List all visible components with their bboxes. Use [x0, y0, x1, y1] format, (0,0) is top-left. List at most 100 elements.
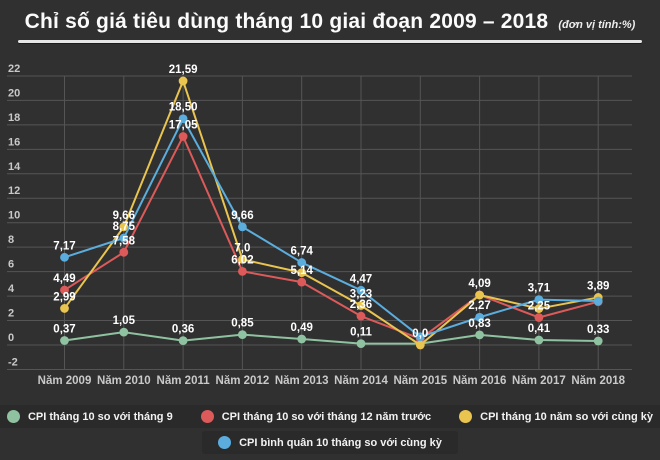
data-point [178, 76, 188, 86]
data-point-label: 8,75 [113, 221, 136, 233]
data-point [534, 304, 544, 313]
data-point-label: 0,36 [172, 324, 194, 336]
data-point-label: 4,09 [468, 278, 490, 290]
y-axis-tick-label: 12 [8, 185, 20, 197]
data-point-label: 3,23 [350, 288, 372, 300]
data-point [178, 336, 188, 345]
title-separator [18, 40, 642, 43]
data-point [356, 339, 366, 349]
x-axis-label: Năm 2009 [38, 375, 92, 387]
data-point [297, 258, 307, 267]
data-point [475, 312, 484, 322]
y-axis-tick-label: 0 [8, 332, 14, 344]
data-point-label: 6,74 [291, 246, 314, 258]
data-point-label: 7,17 [53, 240, 75, 252]
data-point [60, 336, 69, 345]
data-point-label: 0,0 [412, 328, 428, 340]
data-point [60, 252, 69, 262]
y-axis-tick-label: 22 [8, 63, 20, 75]
data-point-label: 3,89 [587, 280, 609, 292]
legend-item-month-over-month: CPI tháng 10 so với tháng 9 [6, 410, 173, 423]
data-point [415, 332, 425, 342]
data-point [60, 304, 69, 313]
x-axis-label: Năm 2017 [512, 375, 566, 387]
y-axis-tick-label: -2 [8, 356, 18, 368]
data-point-label: 0,83 [468, 318, 490, 330]
x-axis-label: Năm 2013 [275, 375, 329, 387]
data-point-label: 4,47 [350, 273, 372, 285]
x-axis-label: Năm 2014 [334, 375, 388, 387]
legend-swatch-yellow [459, 410, 473, 423]
data-point [119, 222, 129, 232]
legend-label: CPI tháng 10 năm so với cùng kỳ [480, 410, 654, 423]
data-point [238, 330, 247, 340]
y-axis-tick-label: 16 [8, 136, 20, 148]
data-point [475, 330, 484, 340]
page-title: Chỉ số giá tiêu dùng tháng 10 giai đoạn … [24, 10, 549, 33]
x-axis-label: Năm 2018 [571, 375, 625, 387]
y-axis-tick-label: 2 [8, 308, 14, 320]
unit-note: (đơn vị tính:%) [558, 19, 636, 31]
data-point-label: 4,49 [53, 273, 75, 285]
data-point [60, 285, 69, 295]
data-point [297, 277, 307, 287]
data-point-label: 7,0 [234, 242, 250, 254]
y-axis-tick-label: 10 [8, 210, 20, 222]
data-point [297, 334, 307, 344]
data-point-label: 1,05 [113, 315, 136, 327]
data-point-label: 17,05 [169, 119, 198, 131]
data-point-label: 0,49 [291, 322, 313, 334]
data-point-label: 0,33 [587, 324, 609, 336]
legend-swatch-red [200, 410, 214, 423]
y-axis-tick-label: 8 [8, 234, 14, 246]
data-point [534, 335, 544, 345]
data-point-label: 21,59 [169, 64, 198, 76]
legend-row-2: CPI bình quân 10 tháng so với cùng kỳ [202, 431, 458, 454]
data-point [178, 132, 188, 141]
data-point-label: 2,99 [53, 291, 75, 303]
legend-label: CPI tháng 10 so với tháng 12 năm trước [221, 410, 432, 423]
data-point [356, 285, 366, 295]
legend-item-10-month-average: CPI bình quân 10 tháng so với cùng kỳ [218, 436, 442, 449]
data-point [415, 340, 425, 350]
data-point [534, 313, 544, 322]
data-point-label: 9,66 [113, 210, 135, 222]
chart-header: Chỉ số giá tiêu dùng tháng 10 giai đoạn … [0, 10, 660, 43]
legend-item-year-over-year: CPI tháng 10 năm so với cùng kỳ [459, 410, 653, 423]
data-point-label: 7,58 [113, 235, 136, 247]
legend-label: CPI tháng 10 so với tháng 9 [27, 410, 173, 423]
y-axis-tick-label: 4 [8, 283, 15, 295]
data-point-label: 0,37 [53, 323, 75, 335]
data-point [238, 254, 247, 264]
data-point-label: 2,27 [468, 300, 490, 312]
y-axis-tick-label: 6 [8, 259, 14, 271]
data-point [593, 296, 603, 306]
x-axis-label: Năm 2010 [97, 375, 151, 387]
data-point-label: 18,50 [169, 102, 198, 114]
data-point [119, 327, 129, 337]
y-axis-tick-label: 18 [8, 112, 20, 124]
data-point-label: 6,02 [231, 254, 253, 266]
data-point [238, 266, 247, 276]
chart-legend: CPI tháng 10 so với tháng 9 CPI tháng 10… [0, 405, 660, 454]
data-point [356, 301, 366, 310]
data-point-label: 3,71 [528, 283, 551, 295]
x-axis-label: Năm 2016 [453, 375, 507, 387]
series-line [63, 135, 599, 340]
legend-swatch-blue [218, 436, 232, 449]
data-point [119, 233, 129, 243]
data-point-label: 0,11 [350, 327, 372, 339]
data-point [178, 114, 188, 124]
series-line [63, 79, 599, 346]
x-axis-label: Năm 2012 [216, 375, 270, 387]
data-point-label: 0,85 [231, 318, 254, 330]
legend-swatch-green [6, 410, 20, 423]
data-point-label: 2,25 [528, 300, 551, 312]
data-point [238, 222, 247, 232]
data-point [534, 295, 544, 305]
series-line [64, 117, 599, 338]
legend-row-1: CPI tháng 10 so với tháng 9 CPI tháng 10… [0, 405, 660, 428]
data-point [475, 290, 484, 300]
